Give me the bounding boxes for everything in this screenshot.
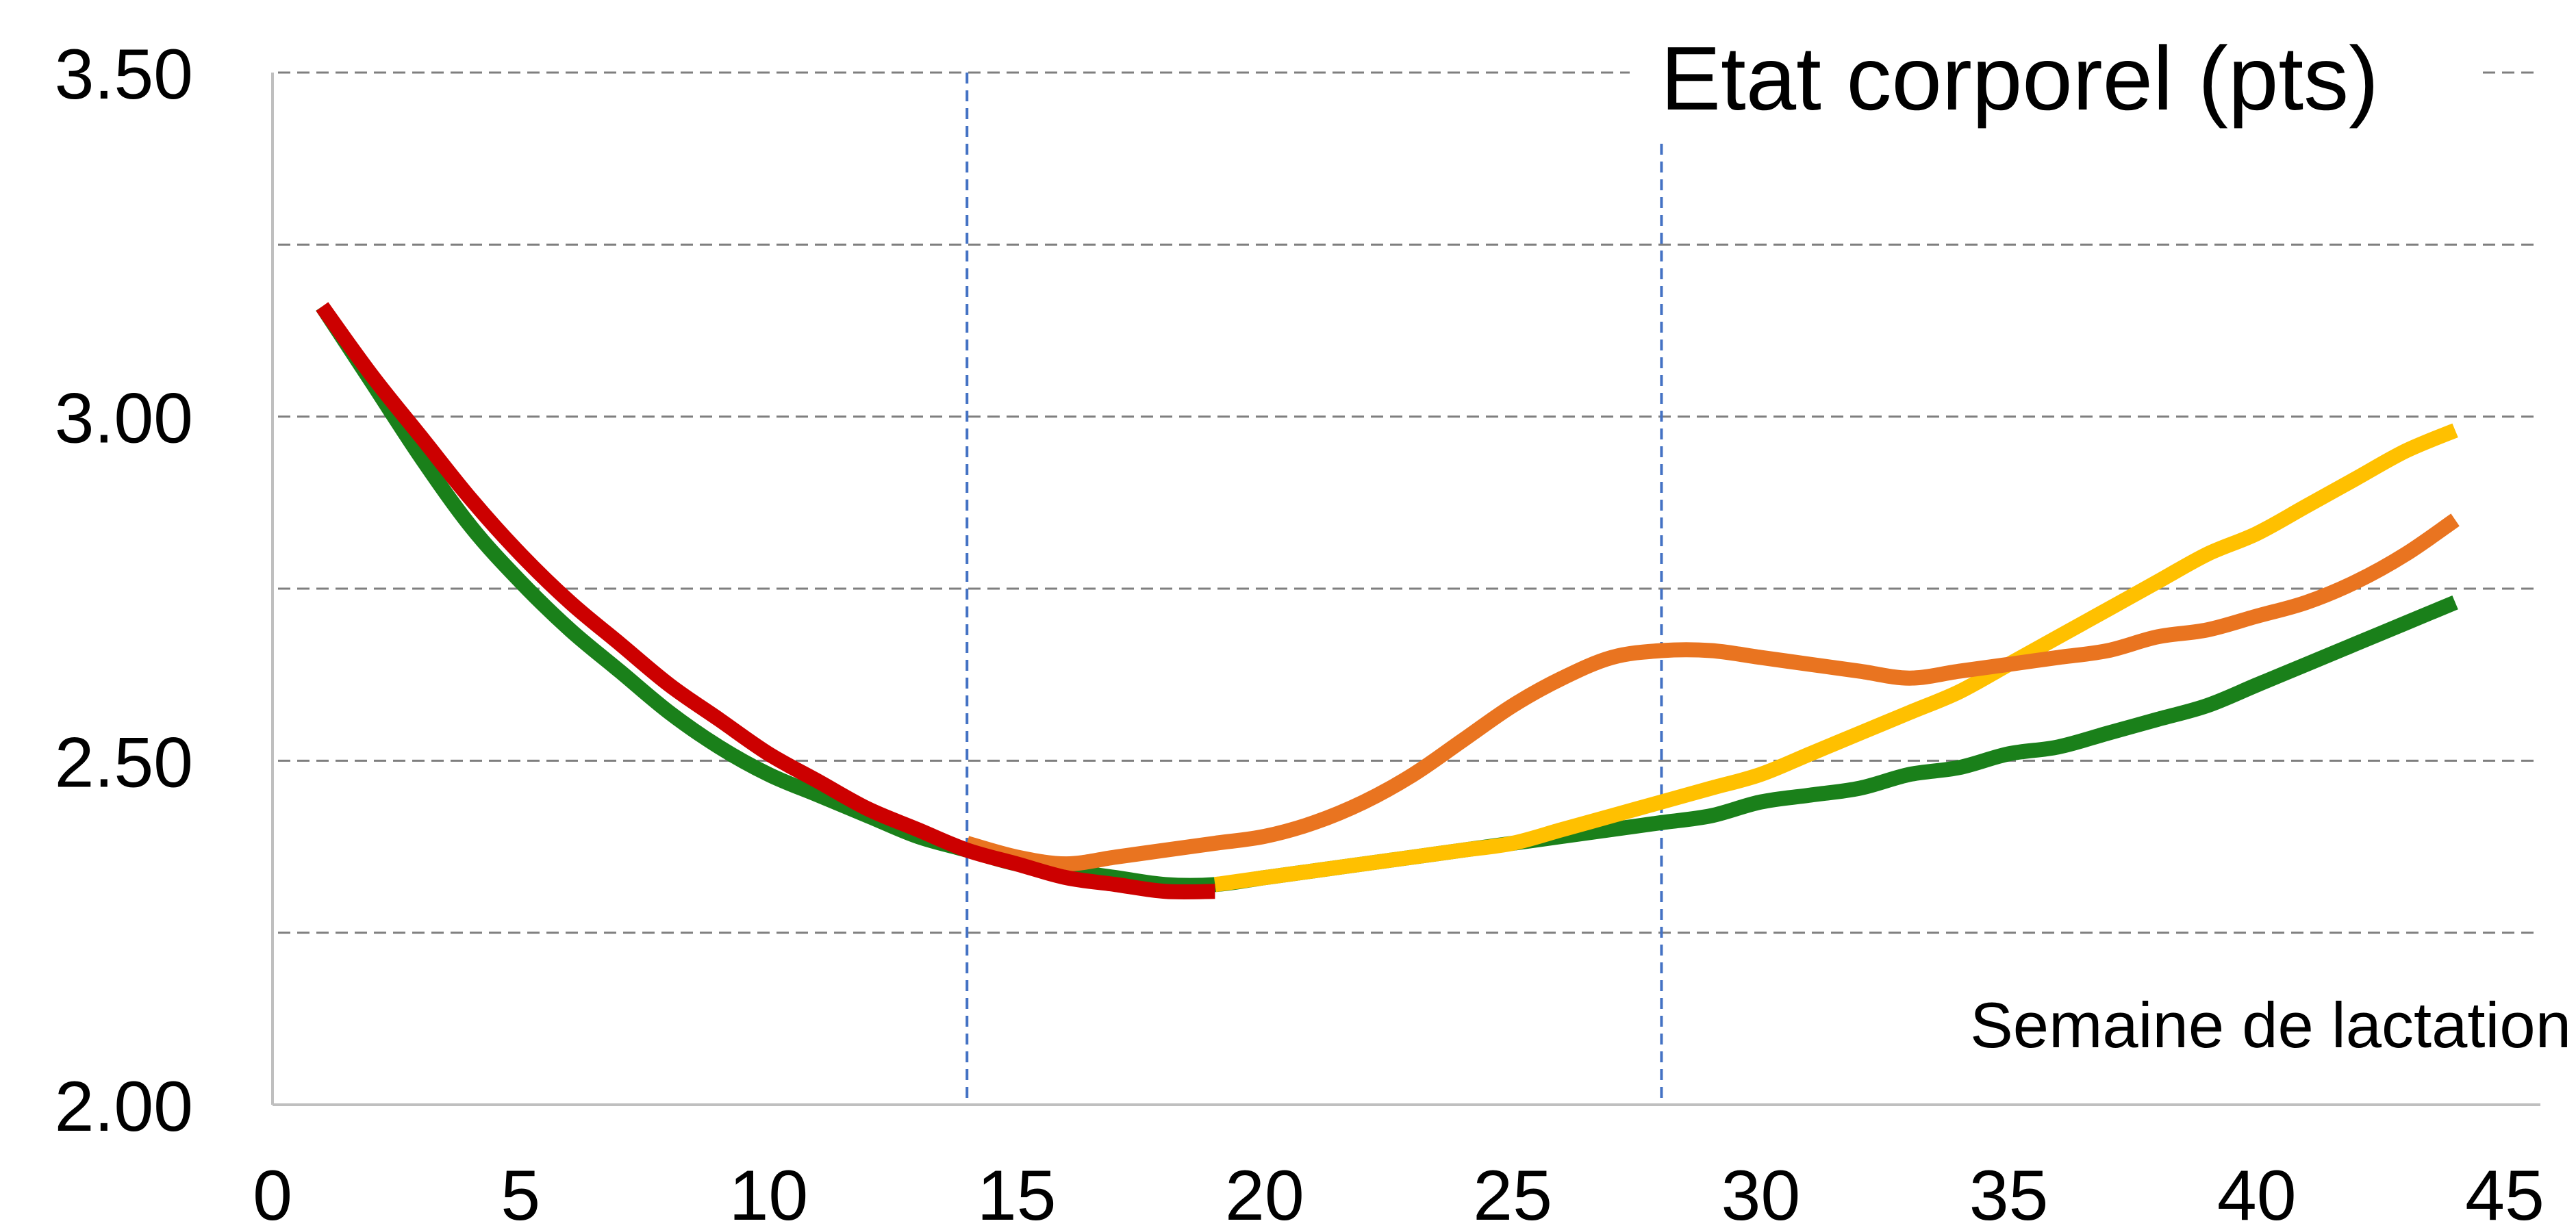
series-line-4 <box>316 302 1215 900</box>
horizontal-gridlines <box>278 71 2540 934</box>
y-tick-label: 2.00 <box>55 1067 193 1146</box>
chart-title: Etat corporel (pts) <box>1660 28 2379 129</box>
x-tick-label: 40 <box>2217 1156 2297 1230</box>
x-tick-labels: 0 5 10 15 20 25 30 35 40 45 <box>253 1156 2545 1230</box>
x-tick-label: 25 <box>1473 1156 1552 1230</box>
x-axis-label: Semaine de lactation <box>1970 989 2571 1061</box>
x-tick-label: 5 <box>501 1156 540 1230</box>
x-tick-label: 35 <box>1969 1156 2049 1230</box>
series-line-3 <box>965 513 2460 872</box>
y-tick-label: 3.00 <box>55 379 193 459</box>
x-tick-label: 30 <box>1721 1156 1800 1230</box>
x-tick-label: 0 <box>253 1156 292 1230</box>
series-lines <box>316 302 2460 900</box>
y-tick-labels: 2.00 2.50 3.00 3.50 <box>55 35 193 1146</box>
vertical-reference-lines <box>965 73 1663 1105</box>
x-tick-label: 20 <box>1225 1156 1304 1230</box>
x-tick-label: 45 <box>2465 1156 2545 1230</box>
x-tick-label: 15 <box>977 1156 1057 1230</box>
x-tick-label: 10 <box>729 1156 809 1230</box>
series-line-2 <box>1213 423 2458 893</box>
y-tick-label: 2.50 <box>55 723 193 802</box>
y-tick-label: 3.50 <box>55 35 193 114</box>
title-backdrop <box>1630 27 2479 137</box>
